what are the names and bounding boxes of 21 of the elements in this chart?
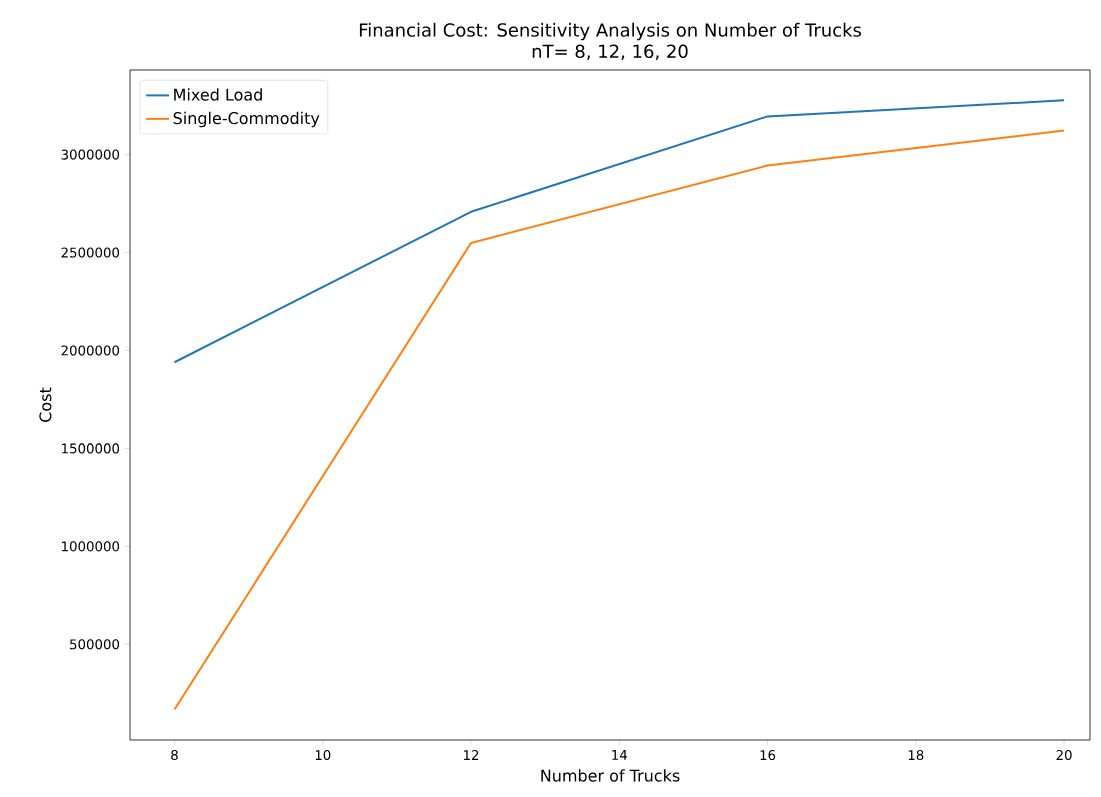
chart-subtitle: nT= 8, 12, 16, 20	[532, 44, 688, 60]
x-tick-label: 16	[760, 750, 776, 761]
legend-label: Mixed Load	[174, 88, 262, 101]
y-tick-label: 500000	[70, 639, 120, 650]
x-tick-label: 20	[1056, 750, 1072, 761]
x-axis-title: Number of Trucks	[541, 769, 680, 782]
chart-title: Financial Cost: Sensitivity Analysis on Number of Trucks	[359, 22, 862, 41]
x-tick-label: 12	[463, 750, 479, 760]
x-tick-label: 8	[171, 750, 178, 761]
x-tick-label: 14	[612, 750, 627, 760]
y-tick-label: 2000000	[61, 345, 120, 356]
y-axis-title: Cost	[39, 387, 52, 422]
y-tick-label: 2500000	[61, 247, 120, 258]
line-series	[173, 129, 1066, 711]
legend-label: Single-Commodity	[173, 111, 320, 128]
y-tick-label: 1000000	[62, 541, 120, 552]
x-tick-label: 18	[908, 750, 924, 761]
y-tick-label: 1500000	[62, 443, 120, 454]
x-tick-label: 10	[315, 750, 331, 761]
line-series	[173, 99, 1066, 364]
y-tick-label: 3000000	[61, 149, 120, 160]
